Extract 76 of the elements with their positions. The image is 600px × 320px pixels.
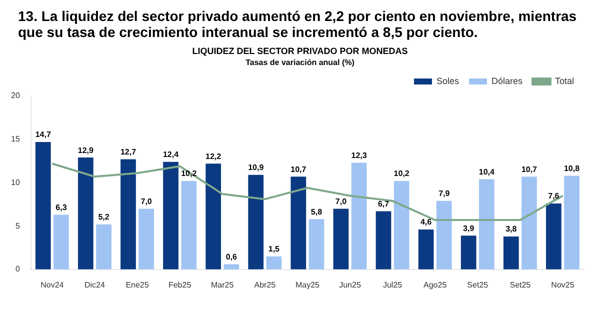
data-label: 3,9 [463,224,475,233]
y-tick-label: 10 [10,178,20,187]
data-label: 7,6 [548,192,560,201]
data-label: 12,4 [162,150,180,160]
y-tick-label: 20 [10,91,20,100]
legend-label: Total [554,76,574,86]
bar [351,162,367,270]
legend-label: Dólares [491,76,523,86]
x-tick-label: May25 [295,280,320,290]
bar [418,230,434,270]
y-tick-label: 0 [15,264,20,274]
bar [290,176,306,270]
x-tick-label: Nov24 [40,280,64,290]
data-label: 10,9 [248,163,264,172]
data-label: 7,0 [335,196,348,206]
data-label: 5,8 [310,207,323,216]
chart-subtitle: Tasas de variación anual (%) [244,58,356,67]
data-label: 10,7 [290,164,307,174]
bar [138,208,154,270]
text: 13. La liquidez del sector privado aumentó en 2,2 por ciento en noviembre, mientras que su tasa de crecimiento interanual se incrementó a 8,5 por ciento. [18,8,578,40]
bar [333,208,349,270]
y-tick-label: 5 [15,221,20,230]
bar [248,174,264,270]
data-label: 12,3 [351,150,368,160]
x-tick-label: Set25 [510,280,532,290]
data-label: 3,8 [506,224,518,234]
data-label: 1,5 [268,244,280,254]
data-label: 10,8 [564,164,580,173]
bar [96,224,112,270]
bar [546,204,562,270]
bar [266,256,282,270]
x-tick-label: Feb25 [168,280,192,290]
bar [436,200,452,270]
data-label: 12,7 [120,147,137,156]
bar [376,211,392,270]
bar [564,176,580,270]
legend-label: Soles [436,76,460,86]
data-label: 4,6 [420,218,432,227]
bar [35,142,51,270]
bar [78,158,94,270]
x-tick-label: Ago25 [424,280,448,290]
data-label: 12,2 [206,152,222,161]
data-label: 6,3 [56,202,68,212]
chart-title: LIQUIDEZ DEL SECTOR PRIVADO POR MONEDAS [191,46,409,56]
x-tick-label: Abr25 [254,280,276,290]
data-label: 7,0 [140,196,152,206]
bar [478,179,494,270]
bar [460,236,476,270]
data-label: 12,9 [78,146,94,155]
data-label: 14,7 [35,130,52,140]
data-label: 10,7 [521,164,538,174]
x-tick-label: Dic24 [84,280,106,290]
bar [308,219,324,270]
x-tick-label: Mar25 [211,280,234,290]
data-label: 5,2 [98,212,110,222]
bar [522,176,537,270]
bar [120,159,136,270]
data-label: 7,9 [438,189,450,198]
x-tick-label: Jul25 [382,280,403,290]
data-label: 0,6 [226,252,238,262]
bar [224,264,240,270]
y-tick-label: 15 [10,134,20,144]
bar [181,180,197,270]
data-label: 10,2 [394,169,410,178]
x-tick-label: Jun25 [339,280,362,290]
data-label: 10,4 [478,167,496,176]
bar [54,214,69,270]
data-label: 6,7 [378,200,390,209]
bar [206,164,221,270]
x-tick-label: Ene25 [126,280,150,290]
x-tick-label: Set25 [467,280,489,290]
bar [394,180,410,270]
bar [503,236,519,270]
bar [163,162,178,270]
x-tick-label: Nov25 [551,280,575,290]
data-label: 10,2 [181,169,198,178]
